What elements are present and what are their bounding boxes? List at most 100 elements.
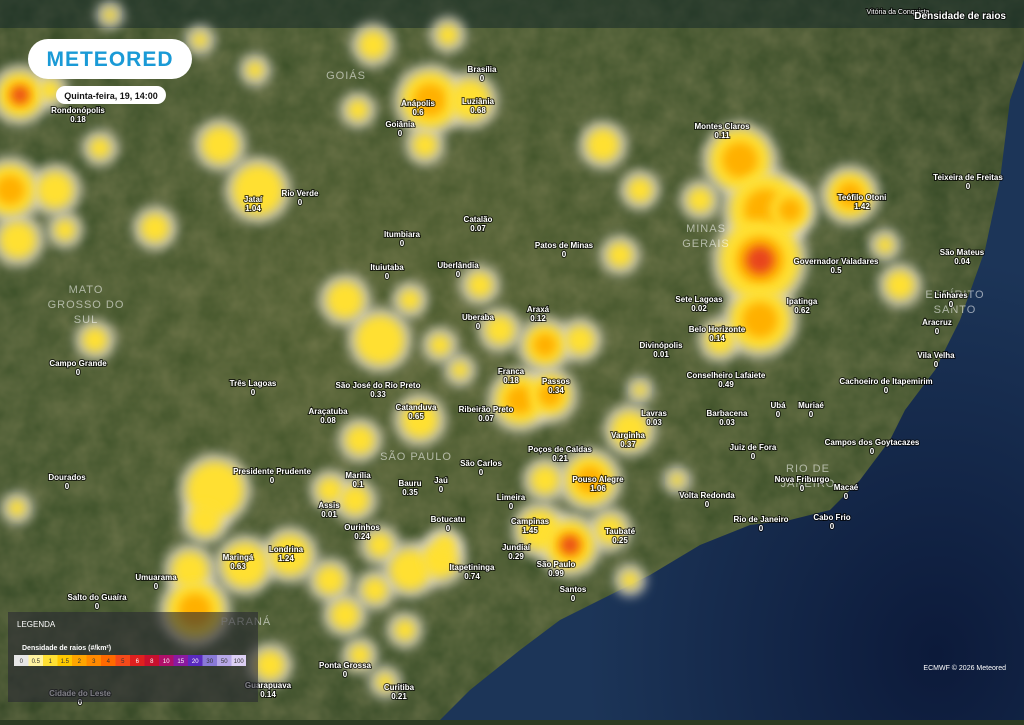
city-name: São José do Rio Preto (336, 381, 421, 390)
legend-swatch (14, 655, 29, 666)
city-value: 0.25 (612, 536, 628, 545)
city-value: 0.63 (230, 562, 246, 571)
city-value: 0.6 (412, 108, 424, 117)
city-name: Patos de Minas (535, 241, 594, 250)
lightning-area (566, 326, 594, 354)
city-name: Catalão (464, 215, 493, 224)
lightning-area (270, 535, 310, 575)
city-value: 0.04 (954, 257, 970, 266)
lightning-core (836, 181, 864, 209)
city-name: Cabo Frio (813, 513, 850, 522)
city-name: Assis (318, 501, 340, 510)
city-name: Montes Claros (694, 122, 750, 131)
city-value: 0 (870, 447, 875, 456)
lightning-area (413, 133, 437, 157)
city-name: Barbacena (707, 409, 748, 418)
lightning-peak (746, 246, 774, 274)
region-label: GROSSO DO (48, 299, 125, 311)
legend-swatch (217, 655, 232, 666)
legend-label: 3 (92, 659, 96, 665)
legend-swatch (159, 655, 174, 666)
city-value: 0.68 (470, 106, 486, 115)
city-value: 0.21 (391, 692, 407, 701)
lightning-area (390, 550, 430, 590)
legend-label: 2 (78, 659, 82, 665)
legend-swatch (188, 655, 203, 666)
city-name: Itapetininga (450, 563, 495, 572)
lightning-area (348, 100, 368, 120)
city-value: 1.04 (245, 204, 261, 213)
city-name: Franca (498, 367, 525, 376)
city-value: 0.29 (508, 552, 524, 561)
city-name: Ituiutaba (370, 263, 404, 272)
city-name: Aracruz (922, 318, 952, 327)
lightning-area (886, 271, 914, 299)
legend-swatch (202, 655, 217, 666)
city-name: São Paulo (537, 560, 576, 569)
city-value: 0 (400, 239, 405, 248)
region-label: GOIÁS (326, 69, 366, 82)
city-value: 0.18 (503, 376, 519, 385)
city-value: 0 (154, 582, 159, 591)
lightning-area (233, 165, 283, 215)
city-name: Cachoeiro de Itapemirim (839, 377, 932, 386)
lightning-area (608, 243, 632, 267)
place-label: Vitória da Conquista (867, 9, 930, 16)
city-name: Governador Valadares (794, 257, 879, 266)
legend-label: 0.5 (32, 659, 41, 665)
region-label: SANTO (934, 304, 977, 316)
city-name: Goiânia (385, 120, 415, 129)
lightning-area (468, 273, 492, 297)
city-name: Macaé (834, 483, 859, 492)
lightning-area (531, 466, 559, 494)
city-value: 0 (571, 594, 576, 603)
city-name: Ubá (770, 401, 786, 410)
region-label: MATO (69, 284, 104, 296)
lightning-area (671, 474, 683, 486)
legend-label: 4 (107, 659, 111, 665)
lightning-core (778, 198, 802, 222)
lightning-area (359, 31, 387, 59)
city-value: 0.35 (402, 488, 418, 497)
city-value: 0 (705, 500, 710, 509)
lightning-area (331, 601, 359, 629)
lightning-area (40, 80, 60, 100)
legend-label: 1 (49, 659, 53, 665)
city-name: Teófilo Otoni (838, 193, 887, 202)
city-value: 0.07 (478, 414, 494, 423)
lightning-area (350, 645, 370, 665)
city-name: Anápolis (401, 99, 435, 108)
city-name: Salto do Guaíra (67, 593, 127, 602)
city-value: 0.21 (552, 454, 568, 463)
city-value: 0 (966, 182, 971, 191)
lightning-area (438, 25, 458, 45)
city-name: Pouso Alegre (572, 475, 624, 484)
legend-label: 20 (192, 659, 199, 665)
lightning-area (187, 462, 243, 518)
city-name: Araçatuba (308, 407, 348, 416)
lightning-core (742, 302, 778, 338)
region-label: SÃO PAULO (380, 450, 452, 463)
legend-swatch (101, 655, 116, 666)
city-value: 0 (480, 74, 485, 83)
lightning-area (400, 290, 420, 310)
lightning-area (612, 412, 648, 448)
lightning-area (587, 129, 619, 161)
logo: METEORED (46, 48, 173, 71)
legend-label: 6 (136, 659, 140, 665)
city-name: Rondonópolis (51, 106, 105, 115)
city-name: Rio de Janeiro (733, 515, 788, 524)
city-value: 0.5 (830, 266, 842, 275)
lightning-area (9, 500, 25, 516)
legend-swatch (72, 655, 87, 666)
city-name: Varginha (611, 431, 645, 440)
legend-label: 30 (206, 659, 213, 665)
lightning-peak (561, 536, 579, 554)
city-name: Guarapuava (245, 681, 292, 690)
city-name: Maringá (223, 553, 254, 562)
city-name: Divinópolis (639, 341, 683, 350)
city-name: Londrina (269, 545, 304, 554)
city-name: Teixeira de Freitas (933, 173, 1003, 182)
city-name: Poços de Caldas (528, 445, 593, 454)
lightning-area (628, 178, 652, 202)
